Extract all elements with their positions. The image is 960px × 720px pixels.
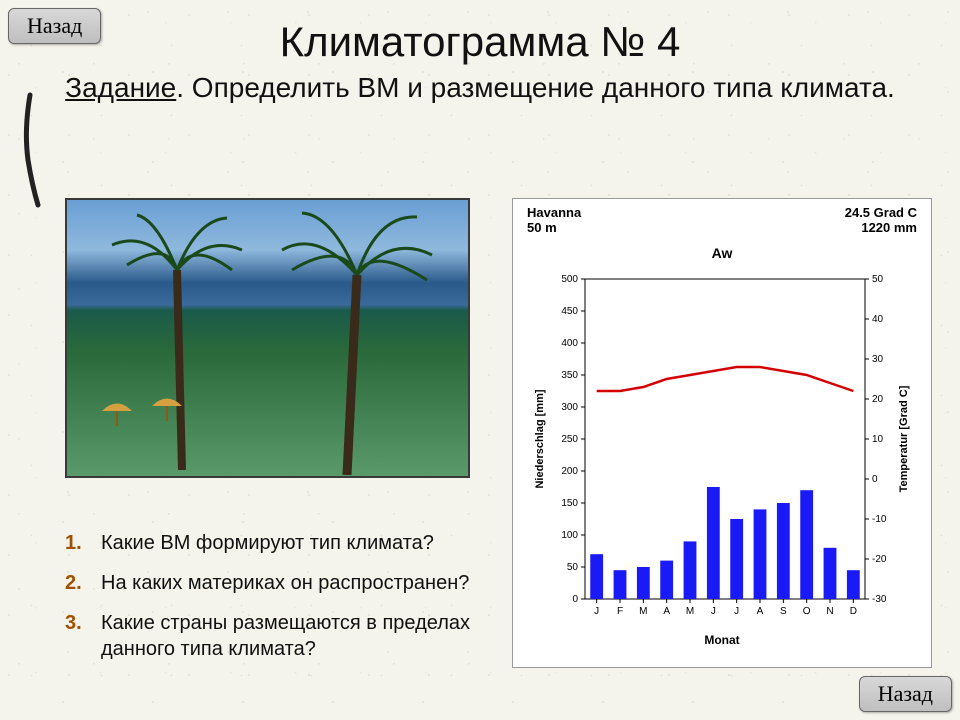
question-item: 3. Какие страны размещаются в пределах да… [65,610,505,662]
svg-text:N: N [826,606,833,617]
svg-text:30: 30 [872,354,884,365]
svg-text:S: S [780,606,787,617]
question-text: Какие страны размещаются в пределах данн… [101,612,470,660]
palm-tree-icon [277,205,437,475]
svg-text:A: A [663,606,670,617]
chart-annual-precip: 1220 mm [845,220,917,235]
scene-photo [65,198,470,478]
svg-text:O: O [803,606,811,617]
svg-text:450: 450 [561,306,578,317]
page-subtitle: Задание. Определить ВМ и размещение данн… [0,66,960,105]
svg-text:Niederschlag [mm]: Niederschlag [mm] [534,389,546,488]
question-text: Какие ВМ формируют тип климата? [101,532,434,554]
svg-text:J: J [594,606,599,617]
svg-text:M: M [639,606,647,617]
svg-text:F: F [617,606,623,617]
question-number: 2. [65,570,82,596]
svg-text:M: M [686,606,694,617]
svg-text:500: 500 [561,274,578,285]
question-item: 1. Какие ВМ формируют тип климата? [65,530,505,556]
svg-text:40: 40 [872,314,884,325]
svg-text:0: 0 [872,474,878,485]
question-text: На каких материках он распространен? [101,572,469,594]
question-number: 1. [65,530,82,556]
task-word: Задание [65,72,176,103]
svg-text:50: 50 [567,562,579,573]
chart-avg-temp: 24.5 Grad C [845,205,917,220]
svg-text:400: 400 [561,338,578,349]
svg-text:200: 200 [561,466,578,477]
svg-text:-30: -30 [872,594,887,605]
svg-text:150: 150 [561,498,578,509]
palm-tree-icon [107,210,247,470]
subtitle-rest: . Определить ВМ и размещение данного тип… [176,72,895,103]
svg-text:J: J [711,606,716,617]
svg-text:350: 350 [561,370,578,381]
svg-text:J: J [734,606,739,617]
chart-station: Havanna [527,205,581,220]
svg-text:0: 0 [572,594,578,605]
question-item: 2. На каких материках он распространен? [65,570,505,596]
back-button-bottom[interactable]: Назад [859,676,952,712]
chart-x-label: Monat [513,633,931,647]
page-title: Климатограмма № 4 [0,0,960,66]
chart-climate-code: Aw [513,245,931,261]
svg-text:50: 50 [872,274,884,285]
climate-chart: Havanna 50 m 24.5 Grad C 1220 mm Aw 0 50 1… [512,198,932,668]
svg-text:D: D [850,606,857,617]
umbrella-icon [147,391,187,421]
chart-elevation: 50 m [527,220,581,235]
svg-text:250: 250 [561,434,578,445]
chart-svg: 0 50 100 150 200 250 300 350 400 450 500 -30 -20 -10 0… [523,269,923,629]
svg-text:10: 10 [872,434,884,445]
svg-text:300: 300 [561,402,578,413]
question-number: 3. [65,610,82,636]
decorative-stroke [18,90,48,210]
svg-text:A: A [757,606,764,617]
svg-text:20: 20 [872,394,884,405]
back-button-top[interactable]: Назад [8,8,101,44]
svg-text:-10: -10 [872,514,887,525]
questions-list: 1. Какие ВМ формируют тип климата? 2. На ка… [65,530,505,676]
svg-text:Temperatur [Grad C]: Temperatur [Grad C] [898,385,910,492]
svg-text:100: 100 [561,530,578,541]
umbrella-icon [97,396,137,426]
svg-text:-20: -20 [872,554,887,565]
